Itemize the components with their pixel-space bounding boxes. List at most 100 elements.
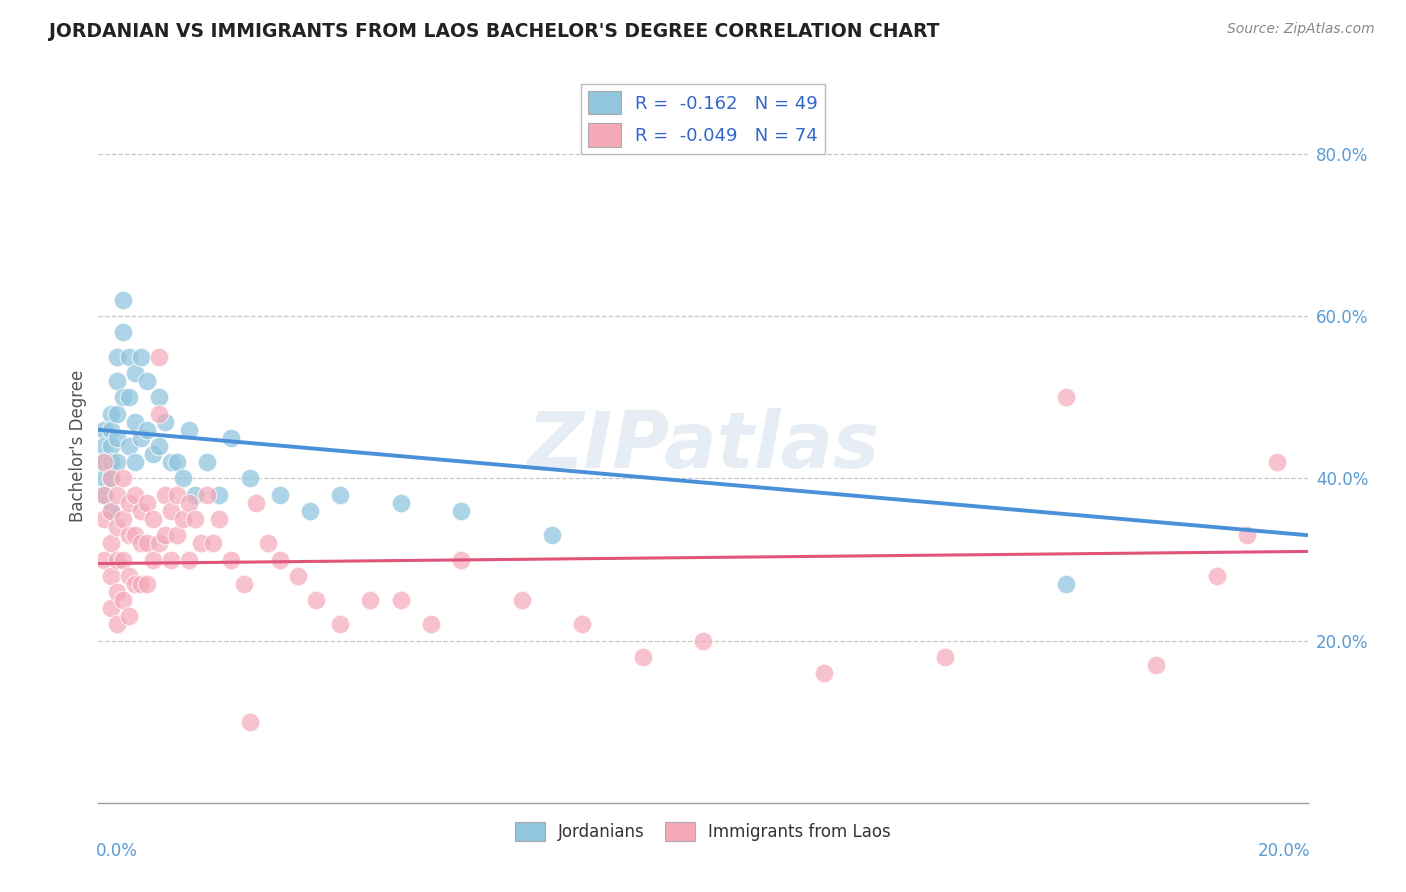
Point [93, 439, 115, 453]
Point [93, 455, 115, 469]
Point [1054, 577, 1077, 591]
Point [111, 593, 134, 607]
Point [100, 568, 122, 582]
Point [100, 504, 122, 518]
Point [153, 528, 176, 542]
Point [111, 326, 134, 340]
Point [142, 512, 165, 526]
Text: ZIPatlas: ZIPatlas [527, 408, 879, 484]
Point [239, 714, 262, 729]
Point [1267, 455, 1289, 469]
Point [239, 471, 262, 485]
Point [153, 415, 176, 429]
Text: Source: ZipAtlas.com: Source: ZipAtlas.com [1227, 22, 1375, 37]
Point [105, 350, 128, 364]
Point [100, 471, 122, 485]
Point [100, 439, 122, 453]
Point [221, 552, 243, 566]
Point [329, 488, 352, 502]
Point [269, 552, 291, 566]
Point [148, 390, 170, 404]
Point [813, 666, 835, 681]
Point [93, 512, 115, 526]
Point [160, 552, 183, 566]
Point [179, 496, 201, 510]
Point [100, 504, 122, 518]
Point [450, 552, 472, 566]
Point [135, 496, 157, 510]
Point [179, 423, 201, 437]
Point [148, 439, 170, 453]
Point [232, 577, 254, 591]
Point [540, 528, 562, 542]
Point [450, 504, 472, 518]
Point [129, 536, 152, 550]
Point [100, 471, 122, 485]
Point [269, 488, 291, 502]
Point [135, 536, 157, 550]
Point [100, 536, 122, 550]
Point [1236, 528, 1258, 542]
Point [166, 455, 188, 469]
Point [166, 528, 188, 542]
Point [160, 455, 183, 469]
Point [124, 528, 146, 542]
Point [153, 488, 176, 502]
Point [124, 415, 146, 429]
Point [105, 585, 128, 599]
Point [208, 512, 231, 526]
Y-axis label: Bachelor's Degree: Bachelor's Degree [69, 370, 87, 522]
Point [142, 447, 165, 461]
Point [111, 293, 134, 307]
Point [105, 455, 128, 469]
Point [129, 577, 152, 591]
Legend: Jordanians, Immigrants from Laos: Jordanians, Immigrants from Laos [508, 815, 898, 848]
Point [118, 350, 141, 364]
Point [299, 504, 322, 518]
Point [135, 577, 157, 591]
Point [208, 488, 231, 502]
Point [93, 455, 115, 469]
Point [124, 455, 146, 469]
Point [1206, 568, 1229, 582]
Point [389, 593, 412, 607]
Point [111, 471, 134, 485]
Point [190, 536, 212, 550]
Point [692, 633, 714, 648]
Point [1144, 657, 1167, 672]
Point [105, 552, 128, 566]
Point [111, 390, 134, 404]
Point [105, 520, 128, 534]
Point [100, 407, 122, 421]
Point [148, 350, 170, 364]
Point [135, 423, 157, 437]
Point [129, 350, 152, 364]
Point [111, 552, 134, 566]
Point [179, 552, 201, 566]
Point [420, 617, 443, 632]
Point [118, 439, 141, 453]
Point [202, 536, 225, 550]
Point [245, 496, 267, 510]
Point [1054, 390, 1077, 404]
Text: 20.0%: 20.0% [1257, 842, 1310, 860]
Point [111, 512, 134, 526]
Point [148, 536, 170, 550]
Point [118, 609, 141, 624]
Point [118, 528, 141, 542]
Point [93, 423, 115, 437]
Point [172, 471, 194, 485]
Point [105, 374, 128, 388]
Point [105, 407, 128, 421]
Point [118, 568, 141, 582]
Point [389, 496, 412, 510]
Point [118, 390, 141, 404]
Point [124, 577, 146, 591]
Point [360, 593, 382, 607]
Point [93, 552, 115, 566]
Point [118, 496, 141, 510]
Point [105, 431, 128, 445]
Point [100, 601, 122, 615]
Point [93, 488, 115, 502]
Point [100, 423, 122, 437]
